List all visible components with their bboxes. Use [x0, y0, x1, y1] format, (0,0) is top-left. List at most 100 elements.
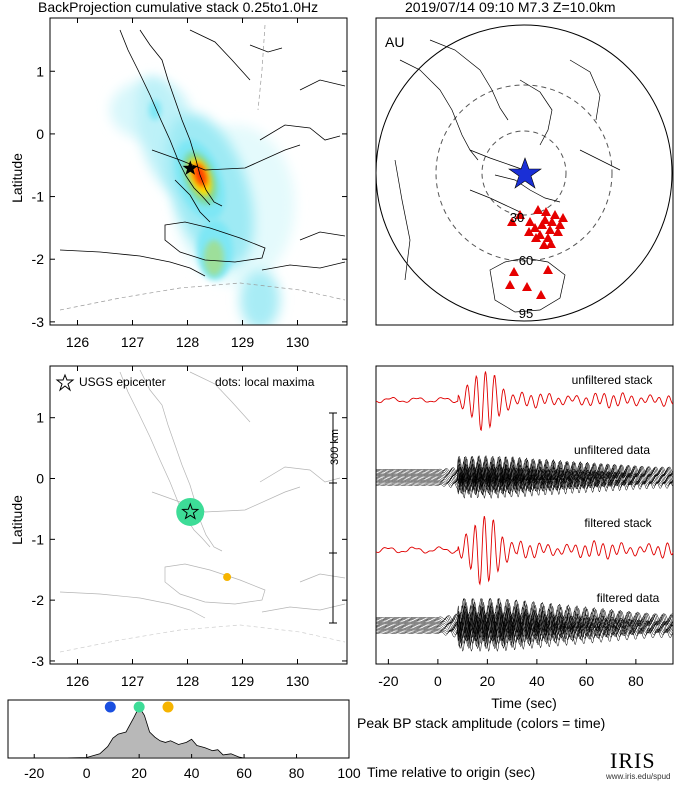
- x-tick-label: 127: [121, 673, 145, 689]
- trace-tick-label: 80: [628, 673, 644, 689]
- data-trace: [376, 614, 673, 653]
- station-triangle: [541, 207, 551, 216]
- peak-tick-label: 60: [236, 765, 252, 781]
- unfiltered-stack-trace: [375, 371, 674, 432]
- station-triangle: [545, 225, 555, 234]
- y-tick-label: -2: [32, 251, 45, 267]
- station-triangle: [531, 233, 541, 242]
- peak-tick-label: 80: [289, 765, 305, 781]
- globe-label: AU: [385, 34, 404, 50]
- scale-label: 300 km: [329, 429, 341, 465]
- station-triangle: [543, 233, 553, 242]
- station-triangle: [530, 223, 540, 232]
- data-trace: [376, 617, 673, 642]
- plate-boundary-bottom: [59, 624, 346, 653]
- y-tick-label: -2: [32, 592, 45, 608]
- station-triangle: [546, 239, 556, 248]
- peak-dot: [133, 701, 145, 713]
- traces-xlabel: Time (sec): [491, 695, 557, 711]
- source-star-icon: [508, 157, 542, 189]
- epicenter-star-icon: [182, 160, 198, 175]
- label-filtered-data: filtered data: [597, 591, 660, 605]
- station-triangle: [547, 217, 557, 226]
- ring-label-95: 95: [519, 306, 533, 321]
- station-triangle: [558, 213, 568, 222]
- peak-area-fill: [8, 706, 349, 759]
- peak-dot: [104, 701, 116, 713]
- local-maxima-dots: [176, 497, 232, 582]
- label-unfiltered-data: unfiltered data: [574, 443, 650, 457]
- station-triangle: [525, 217, 535, 226]
- station-triangle: [543, 265, 553, 274]
- traces-panel: unfiltered stack unfiltered data filtere…: [375, 365, 674, 711]
- bottom-map-frame: [49, 365, 348, 665]
- label-filtered-stack: filtered stack: [584, 516, 652, 530]
- trace-tick-label: 60: [579, 673, 595, 689]
- top-map-ticks: 126 127 128 129 130 1 0 -1 -2 -3: [32, 18, 347, 350]
- data-trace: [375, 601, 673, 634]
- ring-label-60: 60: [519, 253, 533, 268]
- globe-map: AU 30 60 95: [375, 17, 674, 326]
- y-tick-label: -1: [32, 189, 45, 205]
- station-triangle: [553, 227, 563, 236]
- station-triangle: [515, 210, 525, 219]
- x-tick-label: 129: [231, 334, 255, 350]
- station-triangle: [550, 210, 560, 219]
- bottom-ylabel: Latitude: [9, 495, 25, 545]
- station-triangle: [507, 217, 517, 226]
- peak-tick-label: 20: [131, 765, 147, 781]
- legend-star-icon: [55, 373, 75, 392]
- station-markers: [505, 205, 568, 299]
- right-title: 2019/07/14 09:10 M7.3 Z=10.0km: [405, 0, 616, 15]
- peak-chart-ticks: -20 0 20 40 60 80 100: [24, 754, 361, 781]
- bottom-map: USGS epicenter dots: local maxima 300 km…: [9, 365, 348, 689]
- legend-epicenter-label: USGS epicenter: [79, 375, 166, 389]
- maxima-dot: [223, 573, 232, 582]
- data-trace: [376, 610, 673, 640]
- filtered-stack-trace: [375, 515, 674, 586]
- x-tick-label: 126: [66, 334, 90, 350]
- peak-dot: [162, 701, 174, 713]
- data-trace: [375, 619, 673, 645]
- x-tick-label: 128: [176, 334, 200, 350]
- traces-frame: [375, 365, 674, 665]
- data-trace: [375, 471, 673, 500]
- iris-logo-text: IRIS: [610, 748, 656, 773]
- top-map-frame: [49, 17, 348, 326]
- globe-coastlines: [394, 39, 621, 313]
- scale-bar: 300 km: [329, 412, 341, 624]
- legend-epicenter: USGS epicenter: [55, 373, 166, 392]
- peak-time-dots: [104, 701, 174, 713]
- station-triangle: [555, 220, 565, 229]
- peak-tick-label: -20: [24, 765, 44, 781]
- data-trace: [375, 474, 673, 494]
- trace-tick-label: 0: [434, 673, 442, 689]
- x-tick-label: 130: [286, 673, 310, 689]
- y-tick-label: 1: [36, 63, 44, 79]
- y-tick-label: 1: [36, 410, 44, 426]
- bp-heatmap: [110, 76, 295, 325]
- station-triangle: [537, 220, 547, 229]
- globe-outline: [376, 24, 673, 322]
- y-tick-label: 0: [36, 126, 44, 142]
- peak-chart-xlabel: Time relative to origin (sec): [367, 764, 535, 780]
- peak-chart-title: Peak BP stack amplitude (colors = time): [357, 715, 605, 731]
- x-tick-label: 128: [176, 673, 200, 689]
- top-map: 126 127 128 129 130 1 0 -1 -2 -3 Latitude: [9, 17, 348, 350]
- plate-boundary-top: [59, 24, 346, 311]
- y-tick-label: -1: [32, 531, 45, 547]
- data-trace: [375, 621, 673, 641]
- station-triangle: [536, 290, 546, 299]
- data-trace: [375, 472, 673, 491]
- y-tick-label: 0: [36, 471, 44, 487]
- trace-tick-label: 20: [480, 673, 496, 689]
- x-tick-label: 130: [286, 334, 310, 350]
- maxima-dot: [176, 497, 205, 526]
- station-triangle: [524, 227, 534, 236]
- ring-label-30: 30: [510, 210, 524, 225]
- filtered-data-traces: [375, 597, 673, 653]
- coastlines-bottom: [59, 369, 346, 619]
- ring-60: [435, 84, 613, 262]
- bottom-map-ticks: 126 127 128 129 130 1 0 -1 -2 -3: [32, 366, 347, 689]
